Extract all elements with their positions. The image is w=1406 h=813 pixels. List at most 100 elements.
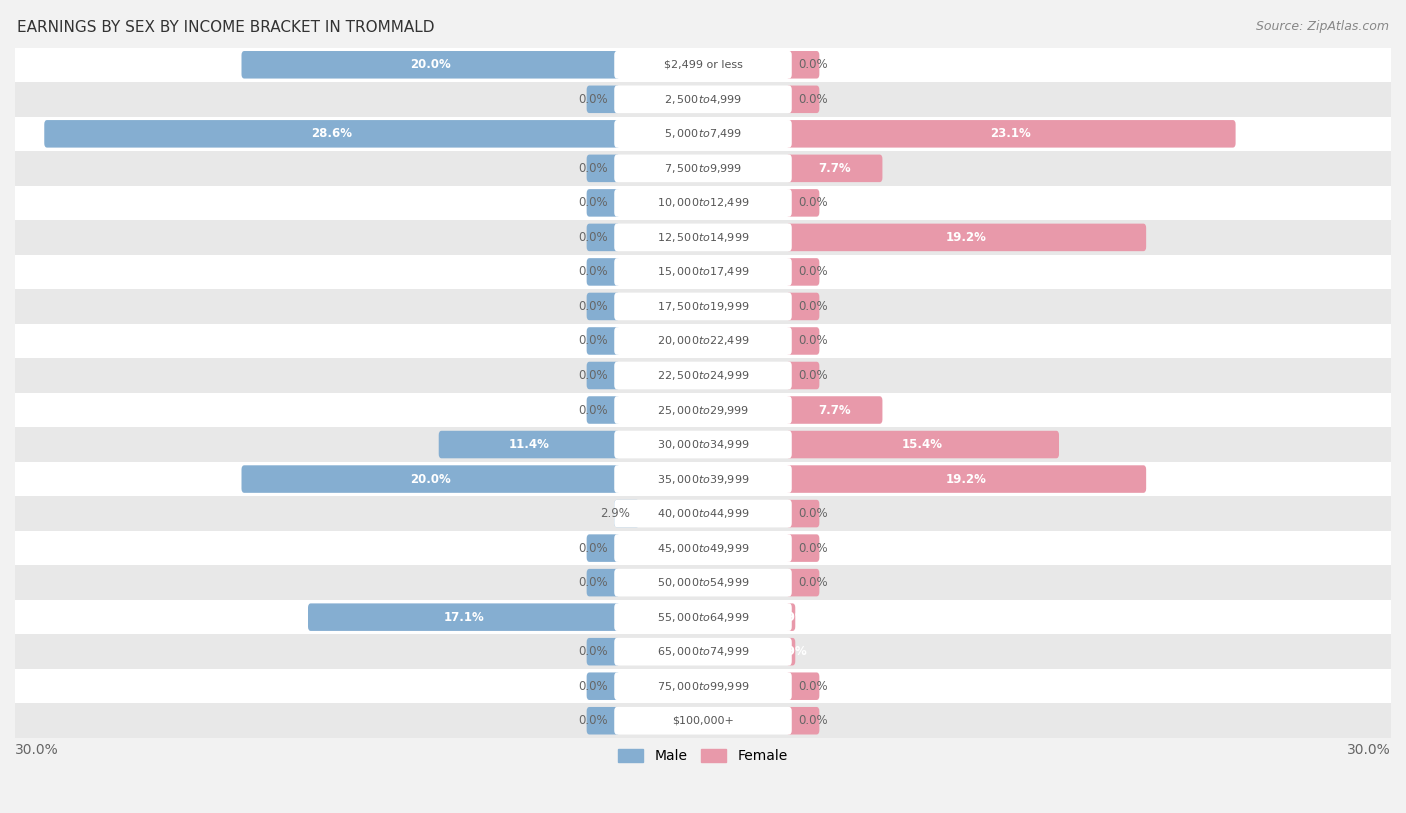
Text: 30.0%: 30.0%: [1347, 743, 1391, 757]
FancyBboxPatch shape: [786, 465, 1146, 493]
FancyBboxPatch shape: [614, 707, 792, 734]
FancyBboxPatch shape: [439, 431, 620, 459]
FancyBboxPatch shape: [786, 500, 820, 528]
FancyBboxPatch shape: [786, 362, 820, 389]
FancyBboxPatch shape: [786, 51, 820, 79]
FancyBboxPatch shape: [786, 224, 1146, 251]
FancyBboxPatch shape: [15, 703, 1391, 738]
Text: $75,000 to $99,999: $75,000 to $99,999: [657, 680, 749, 693]
FancyBboxPatch shape: [614, 465, 792, 493]
Text: 0.0%: 0.0%: [578, 300, 607, 313]
FancyBboxPatch shape: [586, 189, 620, 216]
Text: 3.9%: 3.9%: [775, 611, 807, 624]
FancyBboxPatch shape: [786, 259, 820, 285]
FancyBboxPatch shape: [614, 362, 792, 389]
Text: $50,000 to $54,999: $50,000 to $54,999: [657, 576, 749, 589]
Text: $30,000 to $34,999: $30,000 to $34,999: [657, 438, 749, 451]
Text: EARNINGS BY SEX BY INCOME BRACKET IN TROMMALD: EARNINGS BY SEX BY INCOME BRACKET IN TRO…: [17, 20, 434, 35]
FancyBboxPatch shape: [786, 293, 820, 320]
FancyBboxPatch shape: [15, 600, 1391, 634]
Text: Source: ZipAtlas.com: Source: ZipAtlas.com: [1256, 20, 1389, 33]
Text: 28.6%: 28.6%: [312, 128, 353, 141]
FancyBboxPatch shape: [15, 82, 1391, 116]
Text: $10,000 to $12,499: $10,000 to $12,499: [657, 197, 749, 210]
FancyBboxPatch shape: [15, 116, 1391, 151]
FancyBboxPatch shape: [614, 327, 792, 354]
FancyBboxPatch shape: [586, 638, 620, 666]
Text: 0.0%: 0.0%: [578, 715, 607, 728]
Text: 0.0%: 0.0%: [799, 300, 828, 313]
Text: $2,499 or less: $2,499 or less: [664, 60, 742, 70]
FancyBboxPatch shape: [15, 496, 1391, 531]
Text: $17,500 to $19,999: $17,500 to $19,999: [657, 300, 749, 313]
FancyBboxPatch shape: [586, 85, 620, 113]
FancyBboxPatch shape: [44, 120, 620, 148]
Text: 0.0%: 0.0%: [578, 369, 607, 382]
Text: 0.0%: 0.0%: [578, 93, 607, 106]
Text: 0.0%: 0.0%: [578, 197, 607, 210]
FancyBboxPatch shape: [15, 531, 1391, 565]
Text: 20.0%: 20.0%: [411, 472, 451, 485]
FancyBboxPatch shape: [15, 185, 1391, 220]
FancyBboxPatch shape: [586, 534, 620, 562]
Text: $20,000 to $22,499: $20,000 to $22,499: [657, 334, 749, 347]
Text: 0.0%: 0.0%: [799, 369, 828, 382]
FancyBboxPatch shape: [586, 293, 620, 320]
FancyBboxPatch shape: [614, 638, 792, 666]
Text: 0.0%: 0.0%: [799, 507, 828, 520]
Text: $5,000 to $7,499: $5,000 to $7,499: [664, 128, 742, 141]
FancyBboxPatch shape: [786, 431, 1059, 459]
Text: 0.0%: 0.0%: [578, 576, 607, 589]
FancyBboxPatch shape: [586, 259, 620, 285]
Text: $40,000 to $44,999: $40,000 to $44,999: [657, 507, 749, 520]
Text: $100,000+: $100,000+: [672, 715, 734, 726]
FancyBboxPatch shape: [15, 634, 1391, 669]
FancyBboxPatch shape: [15, 47, 1391, 82]
Text: 7.7%: 7.7%: [818, 403, 851, 416]
FancyBboxPatch shape: [786, 327, 820, 354]
FancyBboxPatch shape: [586, 224, 620, 251]
FancyBboxPatch shape: [586, 327, 620, 354]
Text: 20.0%: 20.0%: [411, 59, 451, 72]
Text: $55,000 to $64,999: $55,000 to $64,999: [657, 611, 749, 624]
FancyBboxPatch shape: [786, 189, 820, 216]
Text: $2,500 to $4,999: $2,500 to $4,999: [664, 93, 742, 106]
Text: 3.9%: 3.9%: [775, 646, 807, 659]
Text: $35,000 to $39,999: $35,000 to $39,999: [657, 472, 749, 485]
FancyBboxPatch shape: [586, 154, 620, 182]
Text: $45,000 to $49,999: $45,000 to $49,999: [657, 541, 749, 554]
FancyBboxPatch shape: [308, 603, 620, 631]
FancyBboxPatch shape: [15, 151, 1391, 185]
FancyBboxPatch shape: [786, 638, 796, 666]
Text: 0.0%: 0.0%: [578, 646, 607, 659]
FancyBboxPatch shape: [586, 362, 620, 389]
Text: 0.0%: 0.0%: [578, 334, 607, 347]
Legend: Male, Female: Male, Female: [613, 744, 793, 769]
Text: 0.0%: 0.0%: [799, 715, 828, 728]
FancyBboxPatch shape: [15, 462, 1391, 496]
FancyBboxPatch shape: [614, 569, 792, 597]
Text: 0.0%: 0.0%: [578, 231, 607, 244]
FancyBboxPatch shape: [15, 669, 1391, 703]
Text: 0.0%: 0.0%: [578, 162, 607, 175]
FancyBboxPatch shape: [15, 428, 1391, 462]
FancyBboxPatch shape: [786, 534, 820, 562]
Text: 0.0%: 0.0%: [799, 541, 828, 554]
Text: 0.0%: 0.0%: [799, 265, 828, 278]
Text: $25,000 to $29,999: $25,000 to $29,999: [657, 403, 749, 416]
Text: $65,000 to $74,999: $65,000 to $74,999: [657, 646, 749, 659]
Text: $15,000 to $17,499: $15,000 to $17,499: [657, 265, 749, 278]
FancyBboxPatch shape: [586, 707, 620, 734]
Text: 15.4%: 15.4%: [903, 438, 943, 451]
Text: $22,500 to $24,999: $22,500 to $24,999: [657, 369, 749, 382]
FancyBboxPatch shape: [614, 431, 792, 459]
Text: 0.0%: 0.0%: [799, 334, 828, 347]
Text: 23.1%: 23.1%: [990, 128, 1031, 141]
FancyBboxPatch shape: [15, 565, 1391, 600]
FancyBboxPatch shape: [15, 359, 1391, 393]
FancyBboxPatch shape: [614, 293, 792, 320]
Text: $7,500 to $9,999: $7,500 to $9,999: [664, 162, 742, 175]
FancyBboxPatch shape: [586, 672, 620, 700]
FancyBboxPatch shape: [614, 189, 792, 217]
Text: 2.9%: 2.9%: [600, 507, 630, 520]
